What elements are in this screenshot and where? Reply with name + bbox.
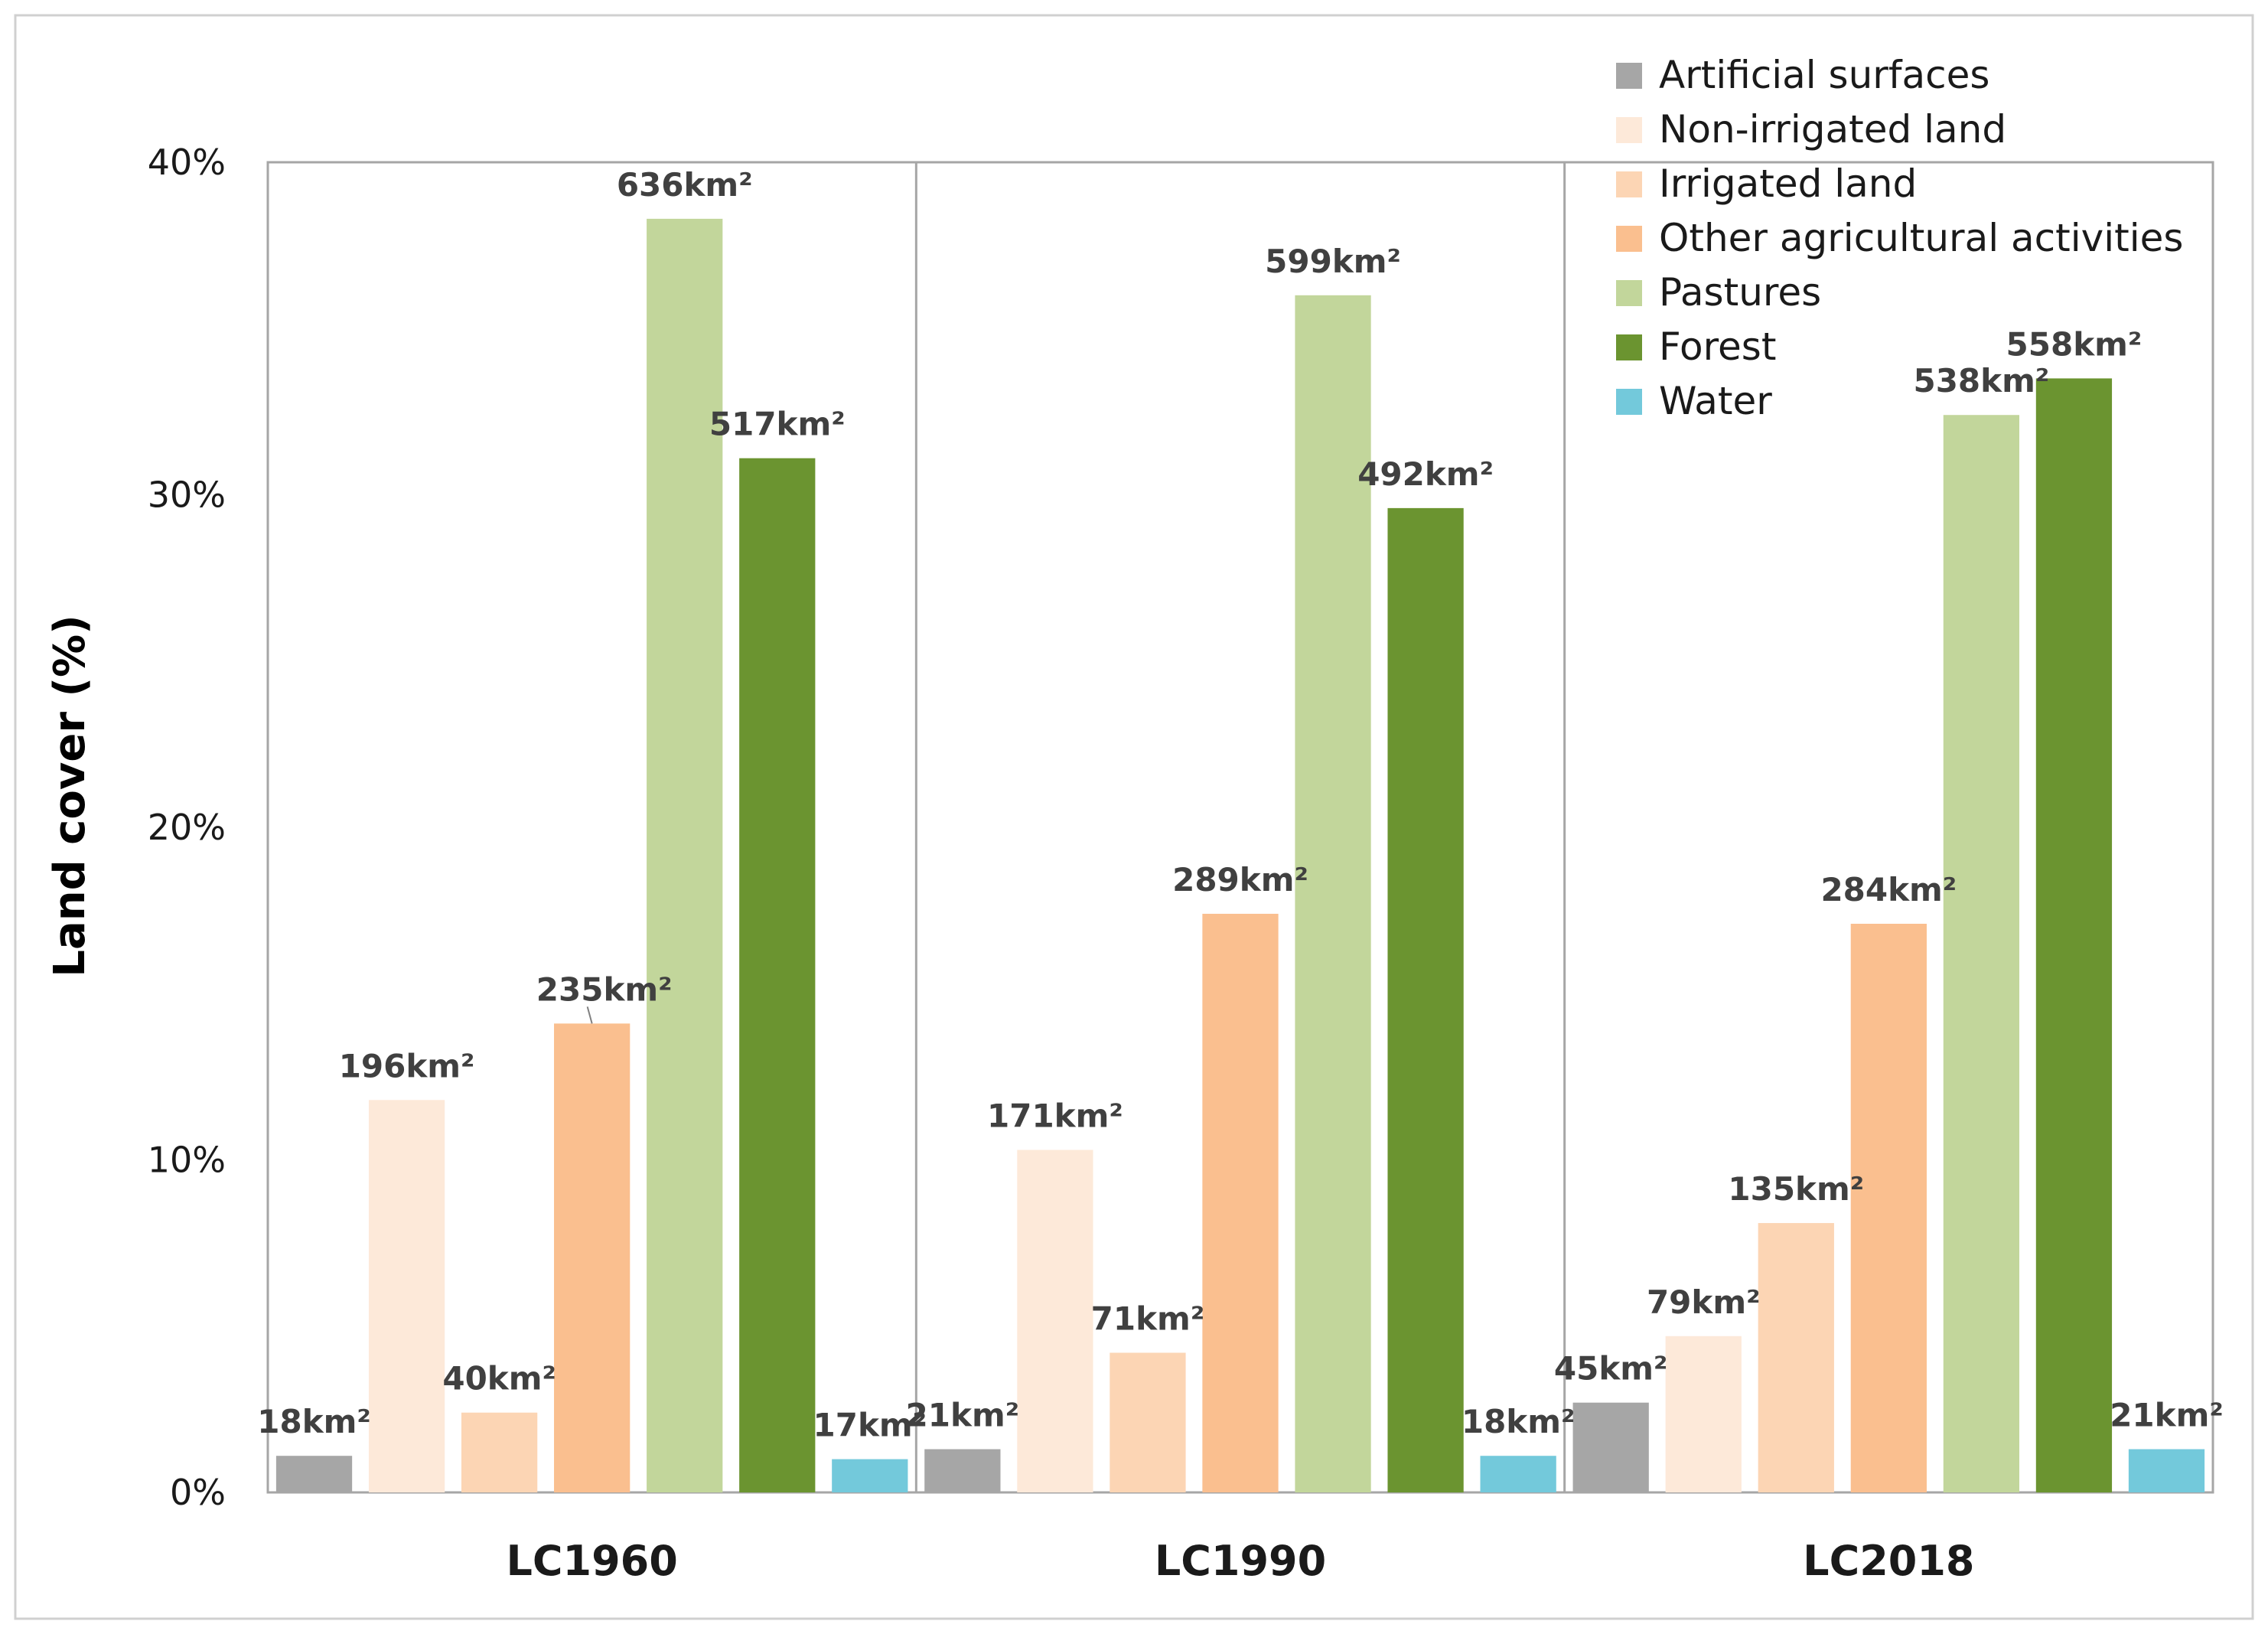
data-label: 18km² [257,1403,371,1440]
bar-water-lc1960 [832,1459,908,1492]
bar-non-irrigated-land-lc1990 [1017,1150,1093,1492]
y-tick-label: 30% [148,475,226,516]
legend-swatch [1616,334,1642,360]
legend-label: Irrigated land [1659,161,1917,206]
bar-other-agricultural-activities-lc1990 [1202,913,1279,1492]
legend-item: Irrigated land [1616,161,1917,206]
data-label: 79km² [1647,1283,1761,1321]
legend-swatch [1616,63,1642,89]
legend-label: Other agricultural activities [1659,216,2183,260]
legend-swatch [1616,171,1642,197]
legend-item: Water [1616,379,1772,423]
bar-non-irrigated-land-lc1960 [368,1100,445,1492]
bar-pastures-lc1990 [1295,295,1371,1492]
bar-pastures-lc1960 [647,218,723,1492]
y-axis: 0% 10% 20% 30% 40% [148,142,226,1513]
bar-non-irrigated-land-lc2018 [1665,1336,1742,1492]
data-label: 71km² [1091,1300,1205,1338]
bar-forest-lc2018 [2035,378,2113,1492]
label-leader-line [586,1006,593,1024]
data-label: 21km² [2110,1397,2224,1434]
bars [275,218,2205,1492]
data-label: 517km² [709,406,846,443]
data-label: 284km² [1820,871,1957,908]
y-tick-label: 40% [148,142,226,183]
bar-pastures-lc2018 [1943,415,2020,1492]
data-label: 40km² [442,1360,556,1398]
legend-label: Forest [1659,325,1776,369]
legend-label: Pastures [1659,270,1821,315]
legend-label: Non-irrigated land [1659,107,2006,152]
bar-forest-lc1960 [739,458,816,1492]
bar-other-agricultural-activities-lc1960 [554,1023,631,1492]
legend: Artificial surfaces Non-irrigated land Irr… [1616,53,2183,423]
data-label: 45km² [1554,1350,1668,1388]
x-category-label: LC1990 [1155,1537,1326,1585]
data-labels: 18km² 21km² 45km² 196km² 171km² 79km² 40km² 71k… [257,166,2223,1444]
x-axis: LC1960 LC1990 LC2018 [506,1537,1974,1585]
data-label: 235km² [536,970,673,1008]
legend-swatch [1616,280,1642,306]
data-label: 558km² [2006,325,2143,363]
data-label: 18km² [1461,1403,1576,1440]
legend-item: Non-irrigated land [1616,107,2006,152]
legend-label: Water [1659,379,1772,423]
y-tick-label: 20% [148,807,226,848]
data-label: 196km² [339,1047,475,1084]
bar-artificial-surfaces-lc2018 [1572,1402,1649,1492]
x-category-label: LC2018 [1803,1537,1974,1585]
legend-item: Pastures [1616,270,1821,315]
data-label: 17km² [813,1407,927,1444]
legend-swatch [1616,389,1642,415]
legend-swatch [1616,226,1642,252]
bar-irrigated-land-lc1960 [461,1412,538,1492]
data-label: 289km² [1172,861,1308,899]
legend-label: Artificial surfaces [1659,53,1989,97]
data-label: 171km² [987,1097,1123,1134]
data-label: 538km² [1913,362,2049,400]
bar-other-agricultural-activities-lc2018 [1850,924,1927,1492]
bar-artificial-surfaces-lc1960 [275,1456,353,1492]
data-label: 599km² [1265,243,1401,280]
bar-irrigated-land-lc2018 [1758,1223,1834,1492]
bar-forest-lc1990 [1387,507,1464,1492]
bar-irrigated-land-lc1990 [1110,1352,1186,1492]
legend-item: Forest [1616,325,1776,369]
data-label: 492km² [1357,455,1494,493]
legend-item: Artificial surfaces [1616,53,1989,97]
y-axis-label: Land cover (%) [45,615,95,977]
bar-artificial-surfaces-lc1990 [924,1449,1001,1492]
data-label: 21km² [906,1397,1020,1434]
bar-water-lc2018 [2128,1449,2205,1492]
y-tick-label: 10% [148,1140,226,1181]
legend-item: Other agricultural activities [1616,216,2183,260]
bar-water-lc1990 [1480,1456,1556,1492]
data-label: 135km² [1728,1170,1864,1208]
x-category-label: LC1960 [506,1537,677,1585]
data-label: 636km² [617,166,753,204]
legend-swatch [1616,117,1642,143]
y-tick-label: 0% [170,1472,226,1513]
